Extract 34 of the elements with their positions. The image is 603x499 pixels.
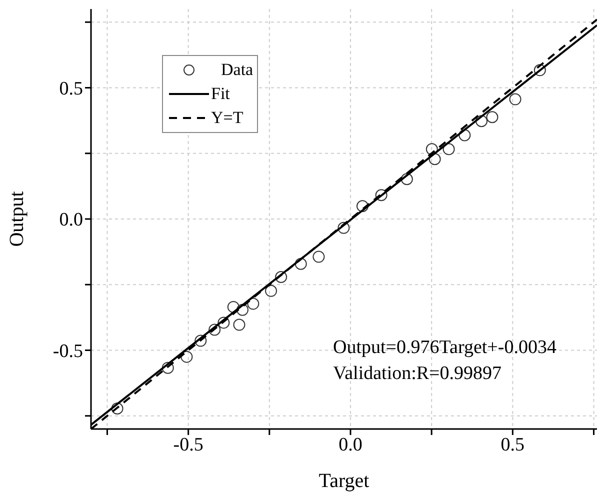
- annotation: Validation:R=0.99897: [333, 362, 503, 386]
- point: [236, 304, 248, 316]
- point: [294, 258, 307, 270]
- legend-label: Data: [221, 60, 254, 80]
- point: [509, 93, 522, 106]
- point: [233, 318, 246, 331]
- annotation: Output=0.976Target+-0.0034: [333, 336, 556, 360]
- point: [312, 250, 325, 263]
- point: [400, 173, 413, 186]
- x-axis-title: Target: [318, 470, 370, 492]
- point: [218, 316, 230, 329]
- point: [356, 200, 368, 212]
- point: [442, 143, 455, 156]
- legend-label: Fit: [211, 84, 230, 104]
- point: [338, 222, 350, 234]
- point: [162, 362, 174, 374]
- y-tick-label: 0.0: [59, 210, 83, 231]
- y-tick-label: -0.5: [52, 340, 83, 362]
- point: [458, 129, 471, 142]
- y-axis-title: Output: [6, 190, 28, 247]
- point: [265, 284, 278, 297]
- point: [275, 271, 288, 284]
- point: [375, 189, 388, 202]
- point: [194, 334, 207, 347]
- point: [534, 64, 546, 76]
- point: [476, 115, 488, 128]
- point: [486, 111, 498, 124]
- point: [111, 402, 124, 415]
- x-tick-label: 0.0: [338, 434, 362, 456]
- y-tick-label: 0.5: [59, 78, 83, 100]
- x-tick-label: 0.5: [500, 434, 525, 456]
- legend-label: Y=T: [211, 108, 244, 128]
- point: [208, 324, 221, 336]
- x-tick-label: -0.5: [173, 434, 204, 456]
